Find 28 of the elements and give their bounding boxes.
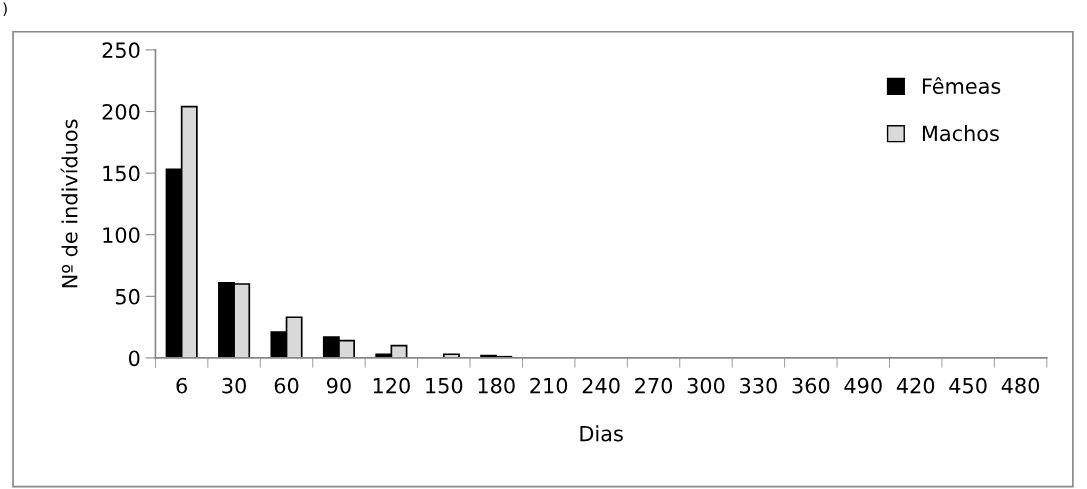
x-tick-label: 300 [687,377,725,394]
x-tick-label: 360 [792,377,830,394]
x-axis-title: Dias [580,425,623,442]
x-tick-label: 270 [635,377,673,394]
y-tick-label: 50 [115,288,140,305]
y-tick-label: 100 [103,227,140,243]
y-tick-label: 200 [102,103,140,120]
x-tick-label: 420 [896,377,935,394]
x-tick-label: 480 [1001,377,1040,394]
x-tick-label: 450 [949,377,987,394]
x-tick-label: 490 [844,377,882,394]
y-tick-label: 0 [128,350,140,367]
x-tick-label: 330 [740,377,777,394]
legend-label: Fêmeas [922,77,1001,94]
legend-label: Machos [922,125,999,142]
y-axis-title: Nº de indivíduos [60,119,78,288]
x-tick-label: 120 [373,377,410,394]
y-tick-label: 150 [103,165,140,182]
x-tick-label: 210 [530,377,568,394]
x-tick-label: 240 [582,377,620,394]
x-tick-label: 6 [176,377,187,394]
text: ) [3,2,7,17]
y-tick-label: 250 [102,42,140,59]
x-tick-label: 60 [274,377,299,394]
x-tick-label: 90 [327,377,351,394]
x-tick-label: 30 [222,377,246,394]
x-tick-label: 180 [478,377,515,394]
x-tick-label: 150 [426,377,463,394]
